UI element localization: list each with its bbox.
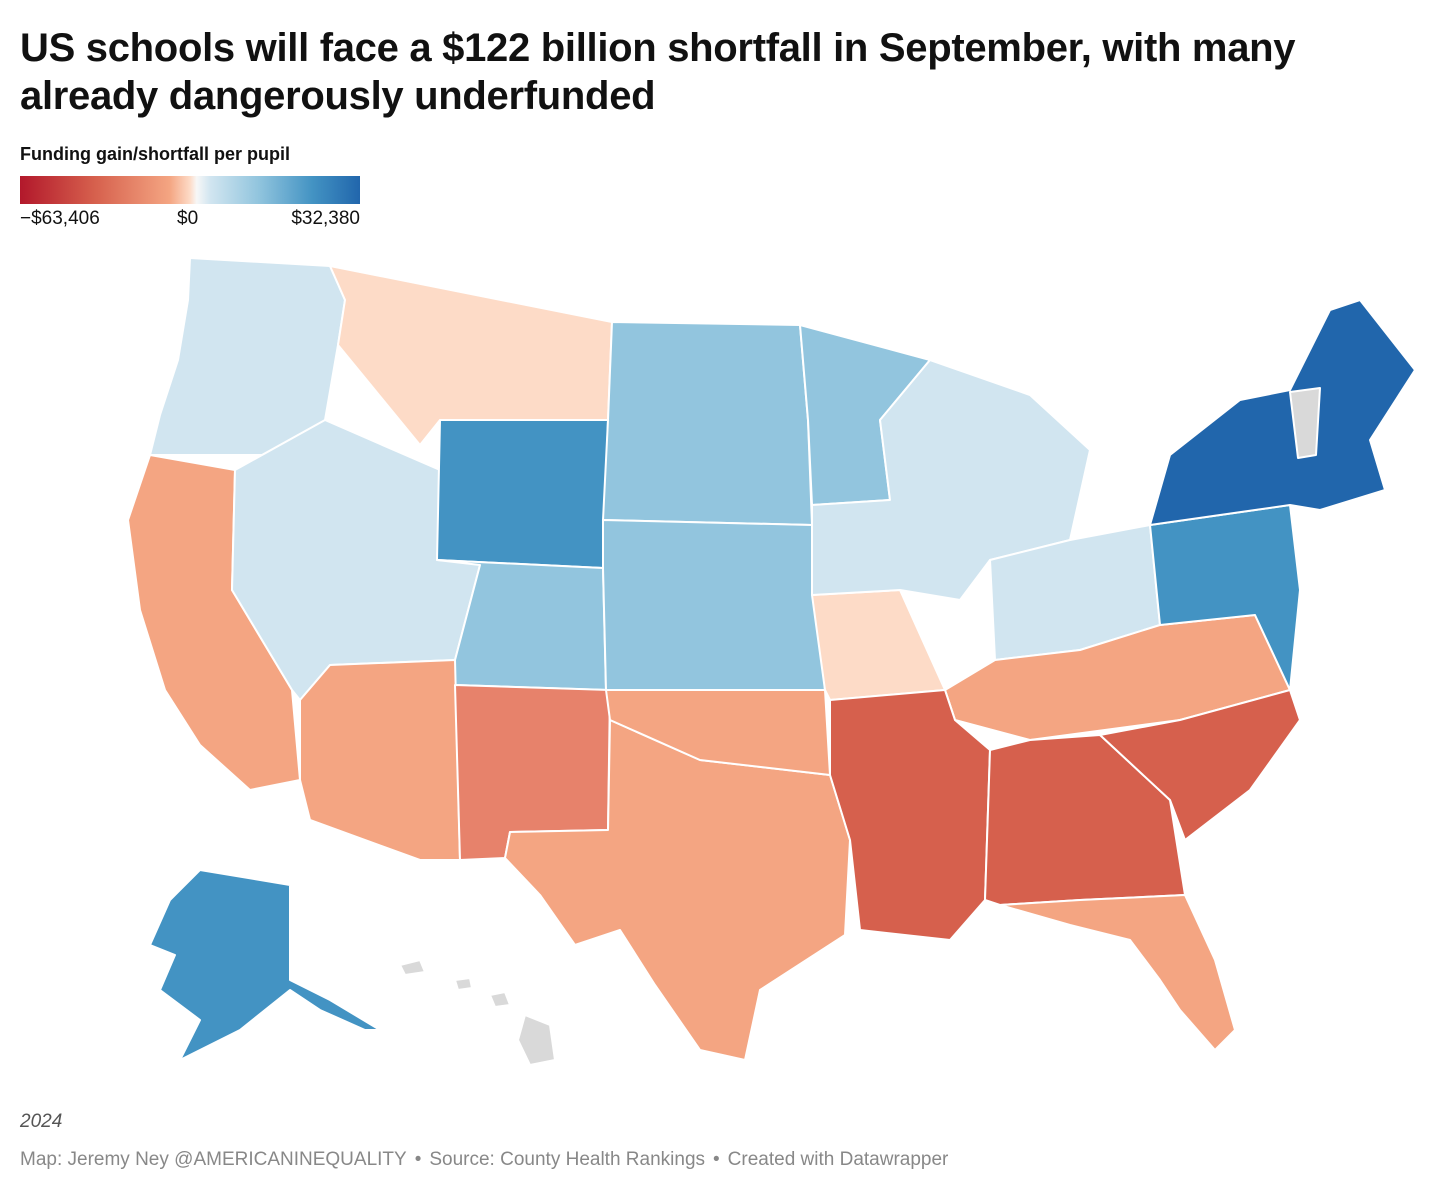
legend-title: Funding gain/shortfall per pupil [20, 144, 290, 164]
region-dakotas[interactable] [602, 321, 813, 526]
legend-zero-label: $0 [177, 208, 199, 229]
region-alaska[interactable] [149, 869, 381, 1061]
legend-max-label: $32,380 [291, 208, 360, 229]
credit-tool: Created with Datawrapper [727, 1149, 949, 1170]
region-montana[interactable] [329, 265, 613, 446]
region-carolinas[interactable] [1099, 689, 1301, 841]
credit-separator: • [414, 1149, 422, 1170]
legend-labels: −$63,406 $0 $32,380 [20, 208, 360, 232]
color-legend: Funding gain/shortfall per pupil −$63,40… [20, 142, 360, 232]
credit-map: Map: Jeremy Ney @AMERICANINEQUALITY [20, 1149, 407, 1170]
credit-separator: • [713, 1149, 720, 1170]
region-upper-midwest[interactable] [811, 359, 1091, 601]
region-lower-mississippi[interactable] [829, 689, 991, 941]
footer-year: 2024 [20, 1111, 63, 1132]
legend-min-label: −$63,406 [20, 208, 100, 229]
region-florida[interactable] [999, 894, 1236, 1051]
region-arizona[interactable] [299, 659, 461, 861]
region-central-plains[interactable] [602, 519, 826, 691]
chart-title: US schools will face a $122 billion shor… [20, 26, 1296, 118]
region-northeast[interactable] [1149, 299, 1416, 526]
region-wyoming[interactable] [436, 419, 609, 569]
region-vermont[interactable] [1289, 387, 1321, 459]
credit-source: Source: County Health Rankings [429, 1149, 706, 1170]
legend-color-ramp [20, 176, 360, 204]
region-missouri[interactable] [811, 589, 946, 701]
region-oklahoma[interactable] [605, 689, 831, 776]
footer-credits: Map: Jeremy Ney @AMERICANINEQUALITY • Sour… [20, 1149, 948, 1171]
us-county-map [127, 257, 1416, 1066]
region-hawaii[interactable] [399, 959, 556, 1066]
